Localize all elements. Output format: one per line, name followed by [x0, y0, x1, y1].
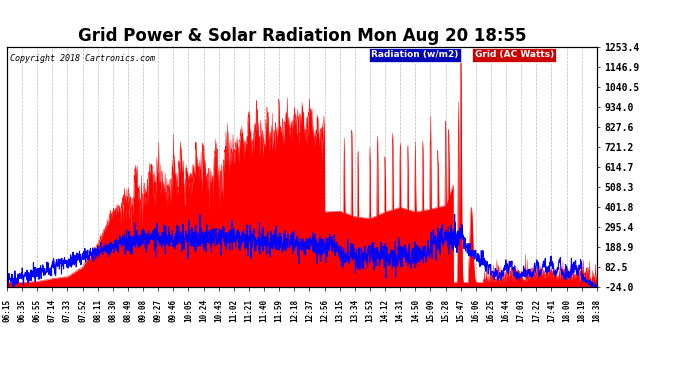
Text: 07:52: 07:52: [78, 299, 87, 322]
Text: 12:56: 12:56: [320, 299, 329, 322]
Text: 09:27: 09:27: [154, 299, 163, 322]
Text: 06:55: 06:55: [32, 299, 41, 322]
Text: Copyright 2018 Cartronics.com: Copyright 2018 Cartronics.com: [10, 54, 155, 63]
Text: 06:15: 06:15: [2, 299, 12, 322]
Text: 09:46: 09:46: [169, 299, 178, 322]
Text: 18:00: 18:00: [562, 299, 571, 322]
Text: 18:19: 18:19: [578, 299, 586, 322]
Text: 18:38: 18:38: [592, 299, 602, 322]
Text: 16:06: 16:06: [471, 299, 480, 322]
Text: 14:31: 14:31: [395, 299, 405, 322]
Text: 10:43: 10:43: [214, 299, 223, 322]
Text: 17:03: 17:03: [517, 299, 526, 322]
Text: 08:11: 08:11: [93, 299, 102, 322]
Text: 11:40: 11:40: [259, 299, 268, 322]
Text: 12:37: 12:37: [305, 299, 314, 322]
Text: 08:30: 08:30: [108, 299, 117, 322]
Text: 15:28: 15:28: [441, 299, 450, 322]
Text: 09:08: 09:08: [139, 299, 148, 322]
Text: 08:49: 08:49: [124, 299, 132, 322]
Text: 10:24: 10:24: [199, 299, 208, 322]
Text: 07:14: 07:14: [48, 299, 57, 322]
Text: 14:12: 14:12: [381, 299, 390, 322]
Text: 13:34: 13:34: [351, 299, 359, 322]
Text: 11:59: 11:59: [275, 299, 284, 322]
Text: 16:44: 16:44: [502, 299, 511, 322]
Text: 13:53: 13:53: [366, 299, 375, 322]
Text: 14:50: 14:50: [411, 299, 420, 322]
Text: 15:09: 15:09: [426, 299, 435, 322]
Text: 07:33: 07:33: [63, 299, 72, 322]
Text: Radiation (w/m2): Radiation (w/m2): [371, 51, 459, 60]
Text: 11:02: 11:02: [229, 299, 238, 322]
Text: 17:41: 17:41: [547, 299, 556, 322]
Text: 16:25: 16:25: [486, 299, 495, 322]
Text: 10:05: 10:05: [184, 299, 193, 322]
Text: 15:47: 15:47: [456, 299, 465, 322]
Text: 13:15: 13:15: [335, 299, 344, 322]
Text: Grid (AC Watts): Grid (AC Watts): [475, 51, 554, 60]
Text: 17:22: 17:22: [532, 299, 541, 322]
Text: 06:35: 06:35: [17, 299, 26, 322]
Text: 11:21: 11:21: [244, 299, 253, 322]
Text: 12:18: 12:18: [290, 299, 299, 322]
Title: Grid Power & Solar Radiation Mon Aug 20 18:55: Grid Power & Solar Radiation Mon Aug 20 …: [77, 27, 526, 45]
